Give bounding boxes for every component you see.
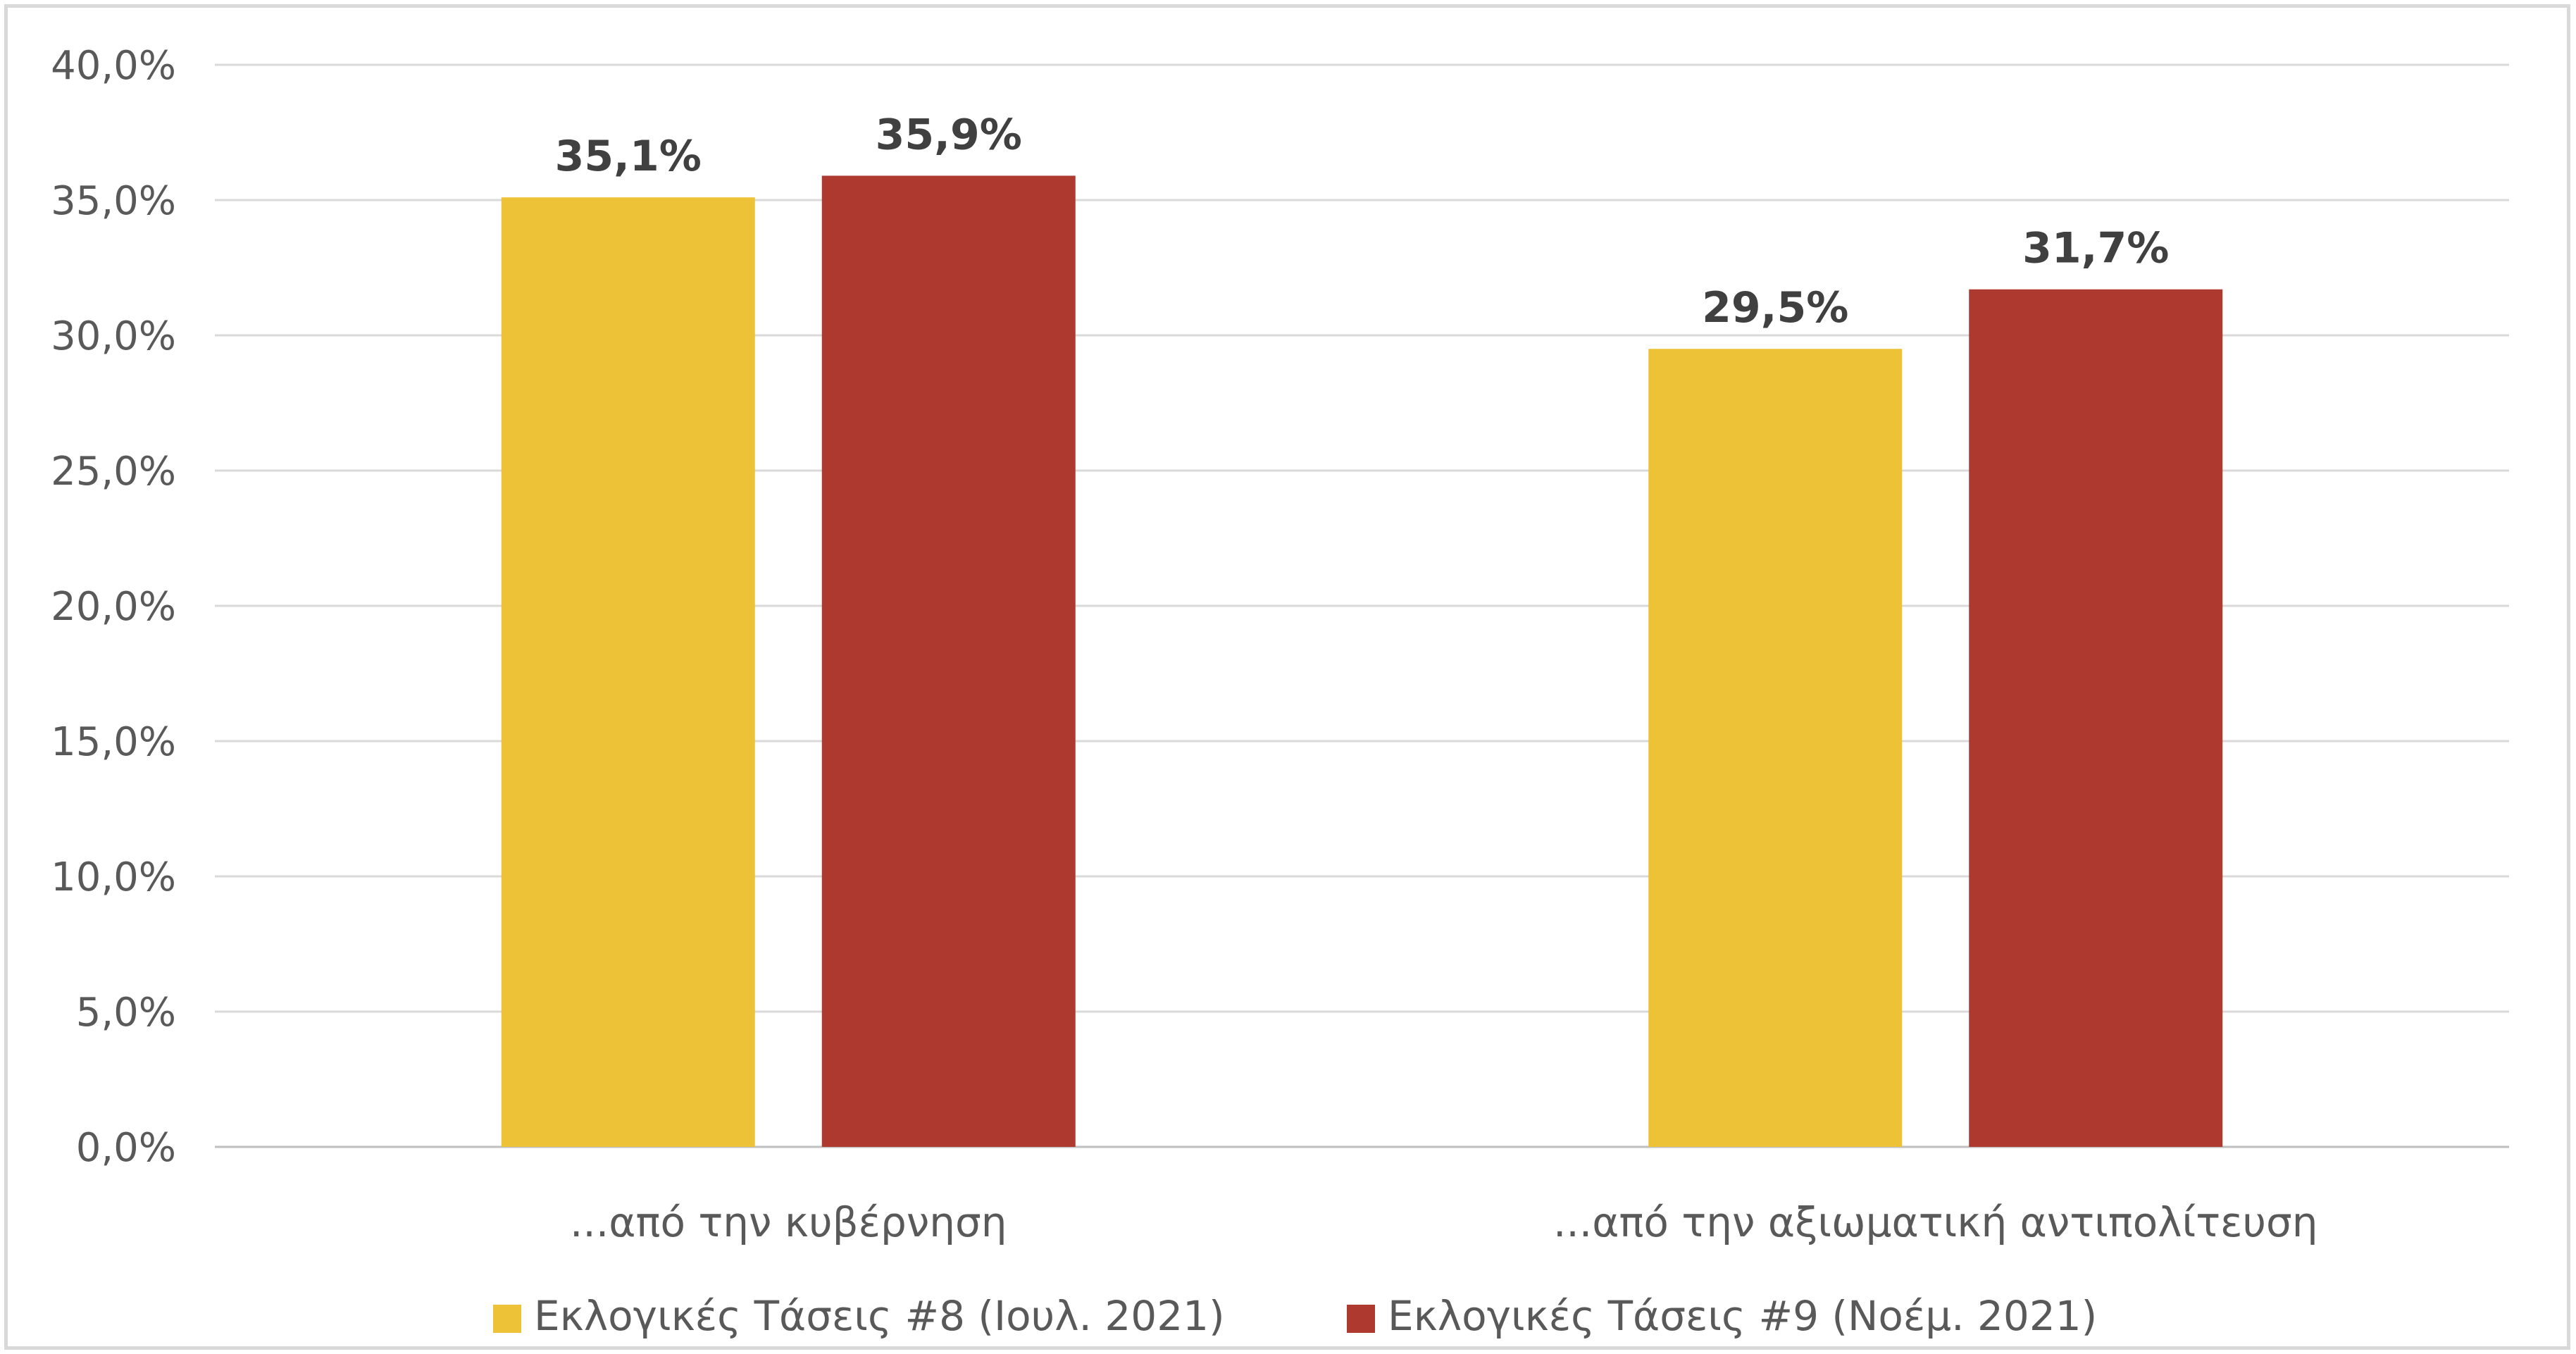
y-tick-label: 25,0% <box>51 449 176 495</box>
y-tick-label: 15,0% <box>51 719 176 765</box>
y-tick-label: 35,0% <box>51 178 176 224</box>
bar-series1-cat2 <box>1648 349 1903 1148</box>
data-label-series1-cat1: 35,1% <box>555 132 702 181</box>
y-tick-label: 0,0% <box>76 1125 176 1171</box>
bar-series2-cat2 <box>1969 289 2223 1148</box>
legend-label-1: Εκλογικές Τάσεις #8 (Ιουλ. 2021) <box>534 1292 1225 1340</box>
legend-swatch-2 <box>1347 1305 1375 1333</box>
legend-swatch-1 <box>493 1305 521 1333</box>
data-label-series2-cat1: 35,9% <box>876 110 1022 159</box>
bars <box>501 175 2223 1148</box>
data-label-series1-cat2: 29,5% <box>1702 283 1848 333</box>
y-tick-label: 20,0% <box>51 584 176 630</box>
bar-series1-cat1 <box>501 197 755 1147</box>
data-labels: 35,1% 35,9% 29,5% 31,7% <box>555 110 2170 333</box>
y-tick-label: 5,0% <box>76 990 176 1036</box>
legend-label-2: Εκλογικές Τάσεις #9 (Νοέμ. 2021) <box>1388 1292 2097 1340</box>
y-tick-label: 10,0% <box>51 855 176 900</box>
category-labels: ...από την κυβέρνηση ...από την αξιωματικ… <box>570 1198 2318 1246</box>
data-label-series2-cat2: 31,7% <box>2022 224 2169 273</box>
y-tick-label: 30,0% <box>51 313 176 359</box>
y-tick-label: 40,0% <box>51 43 176 89</box>
bar-series2-cat1 <box>821 175 1076 1148</box>
category-label-2: ...από την αξιωματική αντιπολίτευση <box>1553 1198 2318 1246</box>
y-axis-tick-labels: 0,0% 5,0% 10,0% 15,0% 20,0% 25,0% 30,0% 35,0% 40… <box>51 43 176 1171</box>
legend: Εκλογικές Τάσεις #8 (Ιουλ. 2021) Εκλογικέ… <box>493 1292 2097 1340</box>
category-label-1: ...από την κυβέρνηση <box>570 1198 1007 1246</box>
